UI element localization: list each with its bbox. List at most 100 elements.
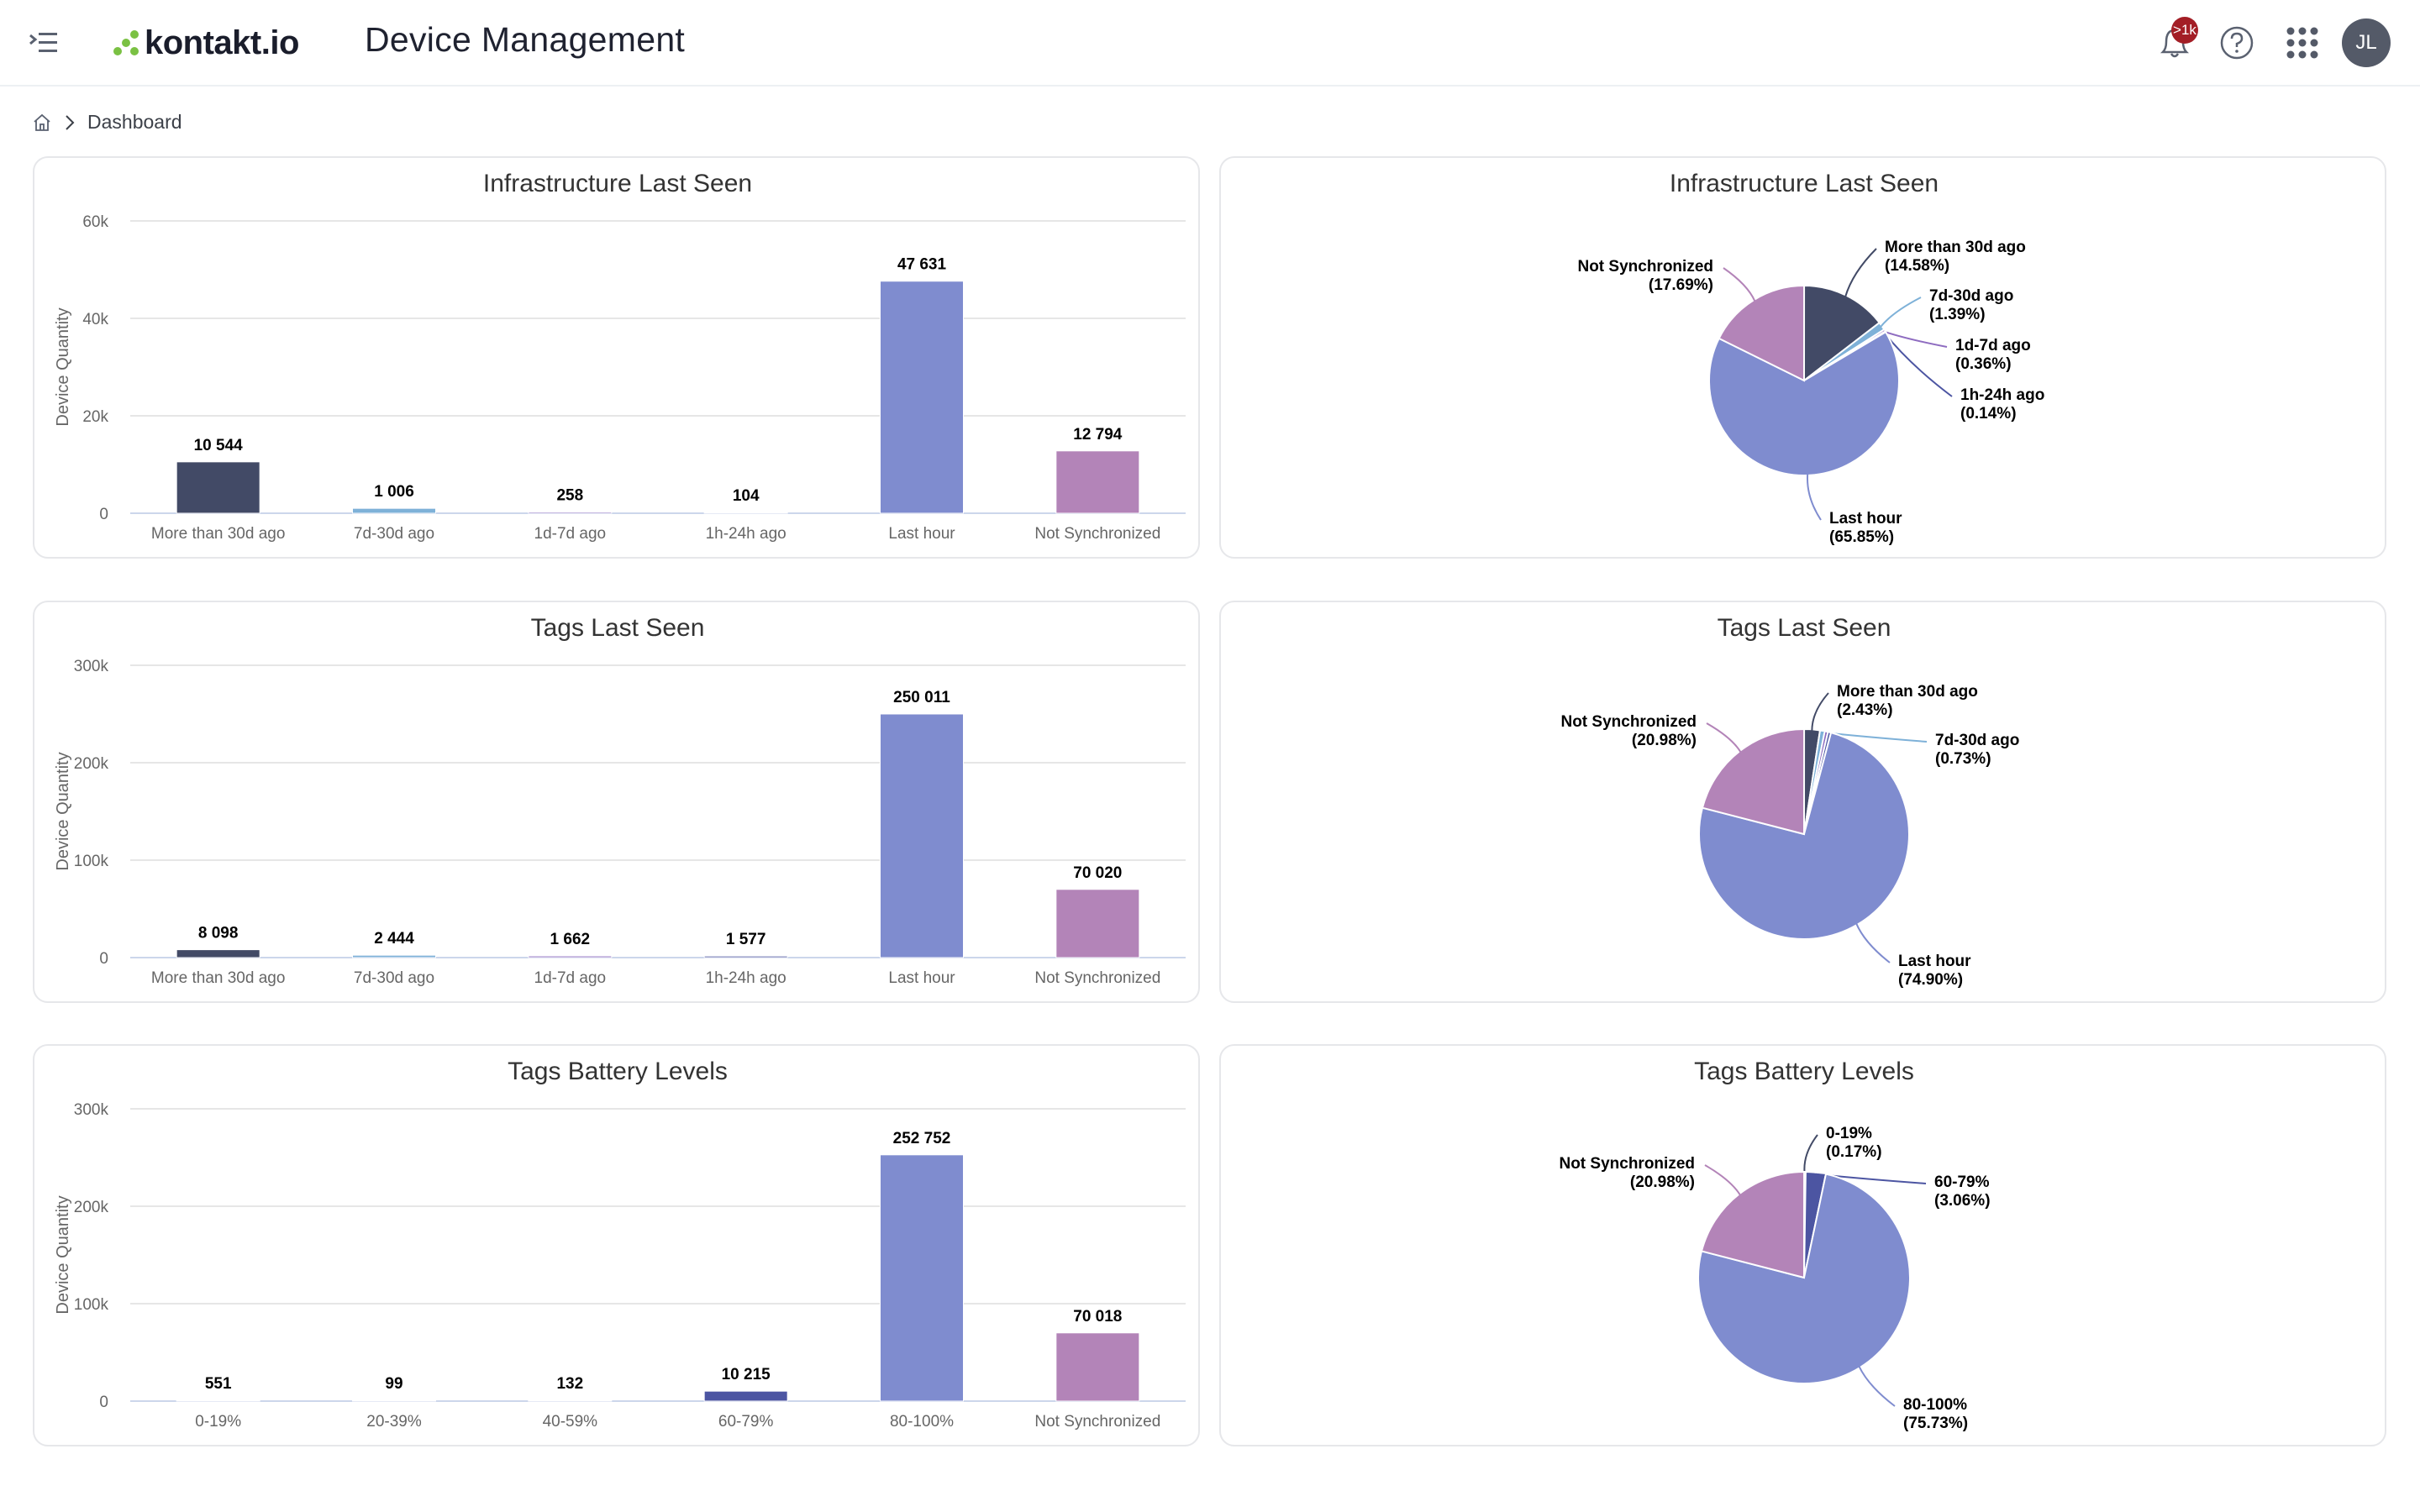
x-tick-label: 0-19%	[195, 1413, 241, 1431]
y-tick-label: 200k	[74, 1199, 109, 1216]
battery-bar-chart: Tags Battery Levels 0 100k 200k 300k Device Q…	[54, 1058, 1186, 1431]
x-tick-label: 1h-24h ago	[706, 525, 786, 543]
pie-label-name: Last hour	[1898, 953, 1971, 970]
x-tick-label: Last hour	[888, 969, 955, 987]
chart-title: Tags Last Seen	[1718, 614, 1891, 642]
y-tick-label: 100k	[74, 1296, 109, 1314]
tags-pie-card: Tags Last Seen More than 30d ago (2.43%) 7d…	[1219, 601, 2386, 1003]
pie-label-name: 0-19%	[1826, 1125, 1872, 1142]
x-tick-label: 20-39%	[366, 1413, 422, 1431]
pie-label-name: More than 30d ago	[1885, 239, 2026, 256]
pie-label-name: More than 30d ago	[1837, 683, 1978, 701]
pie-label-percent: (2.43%)	[1837, 701, 1893, 719]
top-bar: kontakt.io Device Management >1k JL	[0, 0, 2420, 87]
kontakt-logo[interactable]: kontakt.io	[113, 22, 299, 64]
bar	[528, 512, 613, 514]
pie-connector	[1855, 922, 1891, 963]
bar	[1055, 1332, 1140, 1402]
pie-label-name: 80-100%	[1903, 1396, 1967, 1414]
bar-data-label: 99	[385, 1375, 402, 1393]
pie-connector	[1858, 1365, 1896, 1407]
y-tick-label: 200k	[74, 755, 109, 773]
bar-data-label: 10 544	[194, 437, 244, 454]
pie-label-percent: (20.98%)	[1630, 1173, 1695, 1191]
pie-label-percent: (65.85%)	[1829, 528, 1894, 546]
bar	[528, 955, 613, 958]
pie-connector	[1723, 267, 1756, 302]
bar	[880, 713, 964, 958]
y-axis-title: Device Quantity	[54, 1195, 72, 1314]
pie-label-name: 7d-30d ago	[1935, 732, 2019, 749]
bar	[176, 1399, 260, 1402]
pie-label-name: Not Synchronized	[1559, 1155, 1695, 1173]
pie-label-percent: (74.90%)	[1898, 971, 1963, 989]
chart-title: Tags Battery Levels	[1694, 1058, 1914, 1085]
pie-label-name: Last hour	[1829, 510, 1902, 528]
tags-pie-chart: Tags Last Seen More than 30d ago(2.43%) 7d…	[1560, 614, 2019, 989]
x-tick-label: Not Synchronized	[1034, 969, 1160, 987]
pie-label-percent: (3.06%)	[1934, 1192, 1991, 1210]
x-tick-label: 7d-30d ago	[354, 969, 434, 987]
x-tick-label: 1d-7d ago	[534, 525, 607, 543]
pie-label-name: 7d-30d ago	[1929, 287, 2013, 305]
bar-data-label: 12 794	[1073, 426, 1123, 444]
battery-pie-chart: Tags Battery Levels 0-19%(0.17%) 60-79%(3.…	[1559, 1058, 1991, 1432]
chart-title: Tags Last Seen	[531, 614, 705, 642]
pie-label-name: Not Synchronized	[1560, 713, 1697, 731]
pie-connector	[1880, 297, 1922, 328]
bar-data-label: 258	[556, 487, 583, 505]
x-tick-label: More than 30d ago	[151, 525, 286, 543]
breadcrumb: Dashboard	[32, 111, 182, 134]
pie-label-name: 1d-7d ago	[1955, 337, 2031, 354]
y-axis-title: Device Quantity	[54, 752, 72, 870]
pie-connector	[1844, 248, 1877, 297]
bar	[1055, 889, 1140, 958]
home-icon[interactable]	[32, 113, 52, 133]
pie-label-percent: (17.69%)	[1649, 276, 1713, 294]
bar-data-label: 1 662	[550, 931, 591, 948]
y-tick-label: 20k	[82, 408, 108, 426]
logo-mark-icon	[113, 30, 139, 55]
bar-data-label: 132	[556, 1375, 583, 1393]
x-tick-label: 7d-30d ago	[354, 525, 434, 543]
breadcrumb-dashboard[interactable]: Dashboard	[87, 111, 182, 133]
pie-label-percent: (1.39%)	[1929, 306, 1986, 323]
help-icon[interactable]	[2220, 26, 2254, 60]
y-tick-label: 300k	[74, 658, 109, 675]
pie-label-percent: (75.73%)	[1903, 1415, 1968, 1432]
bar-data-label: 70 020	[1073, 864, 1122, 882]
x-tick-label: 40-59%	[543, 1413, 598, 1431]
pie-label-percent: (0.17%)	[1826, 1143, 1882, 1161]
y-tick-label: 0	[99, 506, 108, 523]
bar-data-label: 10 215	[722, 1366, 771, 1383]
infra-bar-card: Infrastructure Last Seen 0 20k 40k 60k Device…	[33, 156, 1200, 559]
x-tick-label: 60-79%	[718, 1413, 774, 1431]
y-tick-label: 0	[99, 1394, 108, 1411]
pie-label-percent: (0.36%)	[1955, 355, 2012, 373]
bar	[528, 1399, 613, 1402]
x-tick-label: More than 30d ago	[151, 969, 286, 987]
chevron-right-icon	[66, 114, 75, 130]
bar-data-label: 70 018	[1073, 1308, 1122, 1326]
pie-label-percent: (0.73%)	[1935, 750, 1991, 768]
bar	[1055, 450, 1140, 514]
bar	[352, 507, 436, 514]
x-tick-label: Not Synchronized	[1034, 525, 1160, 543]
y-tick-label: 40k	[82, 311, 108, 328]
pie-label-name: Not Synchronized	[1577, 258, 1713, 276]
bar-data-label: 1 577	[726, 931, 766, 948]
y-tick-label: 0	[99, 950, 108, 968]
x-tick-label: 1d-7d ago	[534, 969, 607, 987]
bar	[352, 954, 436, 958]
infra-pie-chart: Infrastructure Last Seen More than 30d ag…	[1577, 170, 2044, 546]
y-axis-title: Device Quantity	[54, 307, 72, 426]
bar-data-label: 1 006	[374, 483, 414, 501]
notification-badge[interactable]: >1k	[2171, 17, 2198, 44]
pie-connector	[1706, 722, 1742, 753]
bar	[880, 281, 964, 514]
avatar[interactable]: JL	[2342, 18, 2391, 67]
apps-grid-icon[interactable]	[2286, 26, 2319, 60]
bar-data-label: 551	[205, 1375, 232, 1393]
menu-collapse-icon[interactable]	[29, 30, 59, 55]
pie-label-percent: (20.98%)	[1632, 732, 1697, 749]
